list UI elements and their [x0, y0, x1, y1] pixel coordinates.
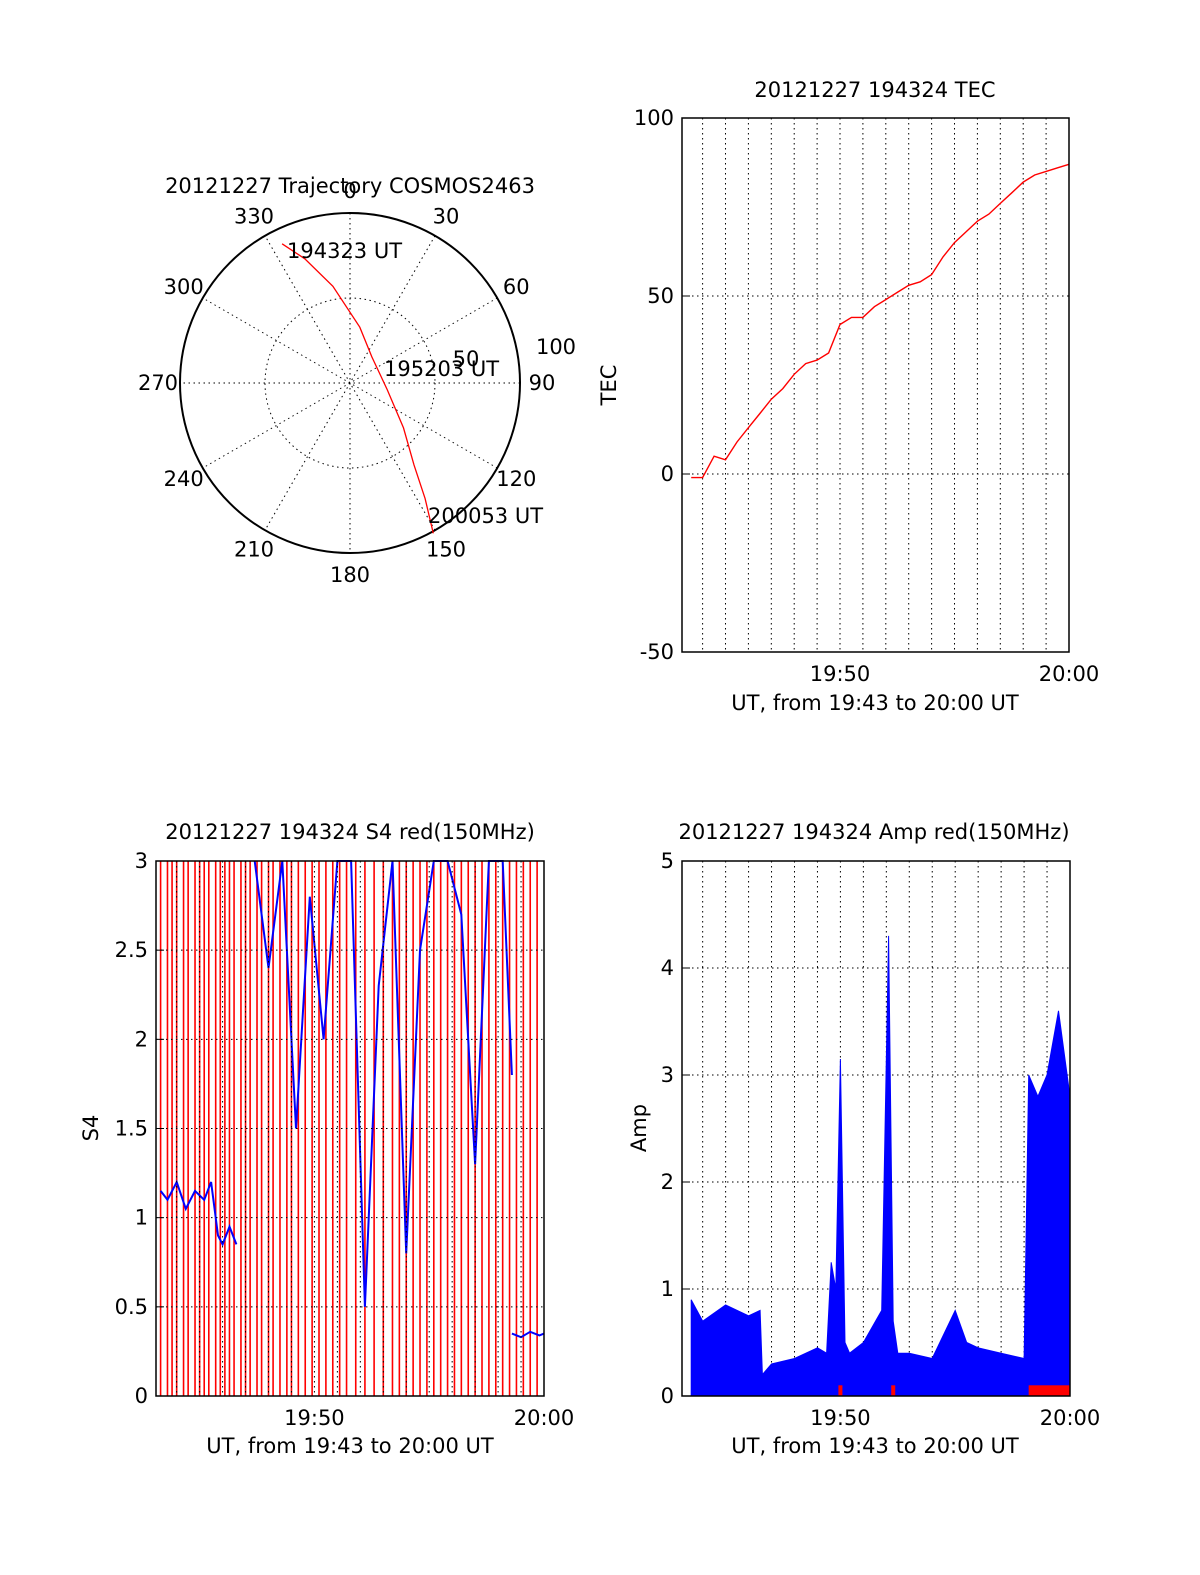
polar-angle-label-30: 30: [433, 205, 460, 229]
s4-blue-series: [159, 860, 545, 1339]
s4-ytick-2.5: 2.5: [115, 938, 148, 962]
amp-ytick-2: 2: [661, 1170, 674, 1194]
s4-ytick-3: 3: [135, 849, 148, 873]
s4-ytick-1.5: 1.5: [115, 1117, 148, 1141]
polar-angle-labels: 0 30 60 90 120 150 180 210 240 270 300 330: [138, 179, 555, 587]
s4-blue-segment-2: [511, 1330, 545, 1339]
polar-angle-label-180: 180: [330, 563, 370, 587]
tec-tick-labels: 100 50 0 -50 19:50 20:00: [634, 106, 1099, 686]
s4-ytick-0.5: 0.5: [115, 1295, 148, 1319]
tec-ytick-50: 50: [647, 284, 674, 308]
amp-title: 20121227 194324 Amp red(150MHz): [678, 820, 1069, 844]
s4-ytick-2: 2: [135, 1027, 148, 1051]
annotation-end-time: 200053 UT: [428, 504, 543, 528]
tec-title: 20121227 194324 TEC: [754, 78, 995, 102]
amp-y-axis-label: Amp: [627, 1104, 651, 1152]
s4-xtick-19:50: 19:50: [284, 1406, 345, 1430]
amp-ytick-5: 5: [661, 849, 674, 873]
amp-plot: 20121227 194324 Amp red(150MHz) 5 4 3 2 1 0 19…: [627, 820, 1100, 1458]
amp-frame: [681, 860, 1071, 1397]
tec-xtick-19:50: 19:50: [810, 662, 871, 686]
amp-ytick-3: 3: [661, 1063, 674, 1087]
polar-spoke-150: [264, 235, 436, 531]
amp-blue-fill: [690, 935, 1071, 1397]
trajectory-title: 20121227 Trajectory COSMOS2463: [165, 174, 535, 198]
s4-y-axis-label: S4: [79, 1115, 103, 1142]
tec-y-axis-label: TEC: [597, 365, 621, 407]
trajectory-polar-plot: 20121227 Trajectory COSMOS2463 0 30 60 90 12…: [138, 174, 576, 587]
tec-ytick-0: 0: [661, 462, 674, 486]
amp-red-floor: [1028, 1385, 1070, 1396]
polar-angle-label-150: 150: [426, 537, 466, 561]
s4-plot: 20121227 194324 S4 red(150MHz) 3 2.5 2 1.5 1…: [79, 820, 574, 1458]
tec-frame: [681, 117, 1070, 653]
polar-angle-label-330: 330: [234, 205, 274, 229]
s4-x-axis-label: UT, from 19:43 to 20:00 UT: [206, 1434, 494, 1458]
amp-tick-labels: 5 4 3 2 1 0 19:50 20:00: [661, 849, 1101, 1430]
amp-x-axis-label: UT, from 19:43 to 20:00 UT: [731, 1434, 1019, 1458]
amp-ytick-0: 0: [661, 1384, 674, 1408]
amp-ytick-4: 4: [661, 956, 674, 980]
s4-blue-segment-1: [253, 860, 513, 1307]
tec-x-axis-label: UT, from 19:43 to 20:00 UT: [731, 691, 1019, 715]
polar-radial-label-100: 100: [536, 335, 576, 359]
amp-ytick-1: 1: [661, 1277, 674, 1301]
tec-ytick--50: -50: [640, 640, 674, 664]
tec-gridlines: [682, 118, 1069, 652]
s4-title: 20121227 194324 S4 red(150MHz): [165, 820, 535, 844]
trajectory-track-line: [281, 243, 434, 534]
s4-xtick-20:00: 20:00: [514, 1406, 575, 1430]
s4-ytick-0: 0: [135, 1384, 148, 1408]
tec-xtick-20:00: 20:00: [1039, 662, 1100, 686]
polar-radial-label-50: 50: [453, 347, 480, 371]
tec-ytick-100: 100: [634, 106, 674, 130]
amp-xtick-20:00: 20:00: [1040, 1406, 1101, 1430]
s4-tick-labels: 3 2.5 2 1.5 1 0.5 0 19:50 20:00: [115, 849, 575, 1430]
polar-angle-label-120: 120: [496, 467, 536, 491]
polar-angle-label-300: 300: [164, 275, 204, 299]
amp-red-mark-1: [891, 1385, 896, 1396]
annotation-start-time: 194323 UT: [287, 239, 402, 263]
polar-angle-label-210: 210: [234, 537, 274, 561]
amp-red-series: [838, 1385, 1070, 1396]
polar-angle-label-0: 0: [343, 179, 356, 203]
s4-gridlines: [156, 861, 544, 1396]
polar-grid-spokes: [180, 213, 520, 553]
polar-angle-label-60: 60: [503, 275, 530, 299]
polar-angle-label-240: 240: [164, 467, 204, 491]
polar-angle-label-90: 90: [529, 371, 556, 395]
s4-blue-segment-0: [159, 1179, 238, 1247]
s4-ytick-1: 1: [135, 1206, 148, 1230]
amp-xtick-19:50: 19:50: [810, 1406, 871, 1430]
annotation-mid-time: 195203 UT: [384, 357, 499, 381]
tec-series-line: [691, 163, 1070, 479]
amp-red-mark-0: [838, 1385, 843, 1396]
polar-angle-label-270: 270: [138, 371, 178, 395]
